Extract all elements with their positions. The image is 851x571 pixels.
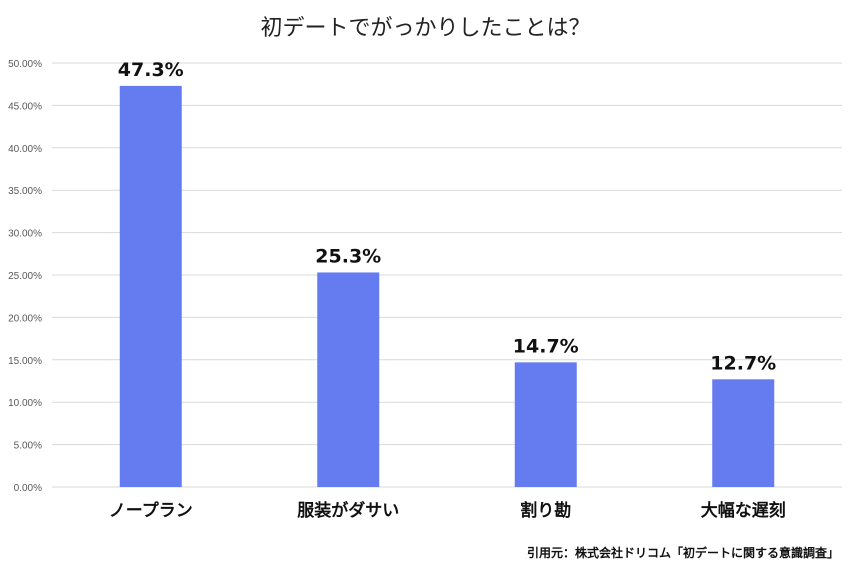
- y-tick-label: 50.00%: [8, 59, 42, 70]
- y-tick-label: 10.00%: [8, 398, 42, 409]
- x-tick-label: 服装がダサい: [297, 500, 399, 521]
- chart-title: 初デートでがっかりしたことは？: [260, 16, 591, 41]
- source-note: 引用元：株式会社ドリコム「初デートに関する意識調査」: [526, 546, 839, 560]
- bar: [317, 272, 380, 487]
- x-tick-label: 大幅な遅刻: [701, 500, 786, 521]
- y-tick-label: 25.00%: [8, 271, 42, 282]
- x-tick-label: 割り勘: [520, 500, 571, 521]
- bar: [514, 362, 577, 487]
- data-label: 25.3%: [315, 245, 381, 267]
- y-tick-label: 5.00%: [14, 441, 42, 452]
- y-tick-label: 20.00%: [8, 313, 42, 324]
- y-tick-label: 15.00%: [8, 356, 42, 367]
- y-tick-label: 45.00%: [8, 101, 42, 112]
- y-tick-label: 40.00%: [8, 144, 42, 155]
- bar: [712, 379, 775, 487]
- x-tick-label: ノープラン: [109, 500, 193, 521]
- data-label: 14.7%: [513, 335, 579, 357]
- y-tick-label: 35.00%: [8, 186, 42, 197]
- y-tick-label: 30.00%: [8, 229, 42, 240]
- bar: [119, 85, 182, 488]
- data-label: 12.7%: [710, 352, 776, 374]
- y-tick-label: 0.00%: [14, 483, 42, 494]
- data-label: 47.3%: [118, 59, 184, 81]
